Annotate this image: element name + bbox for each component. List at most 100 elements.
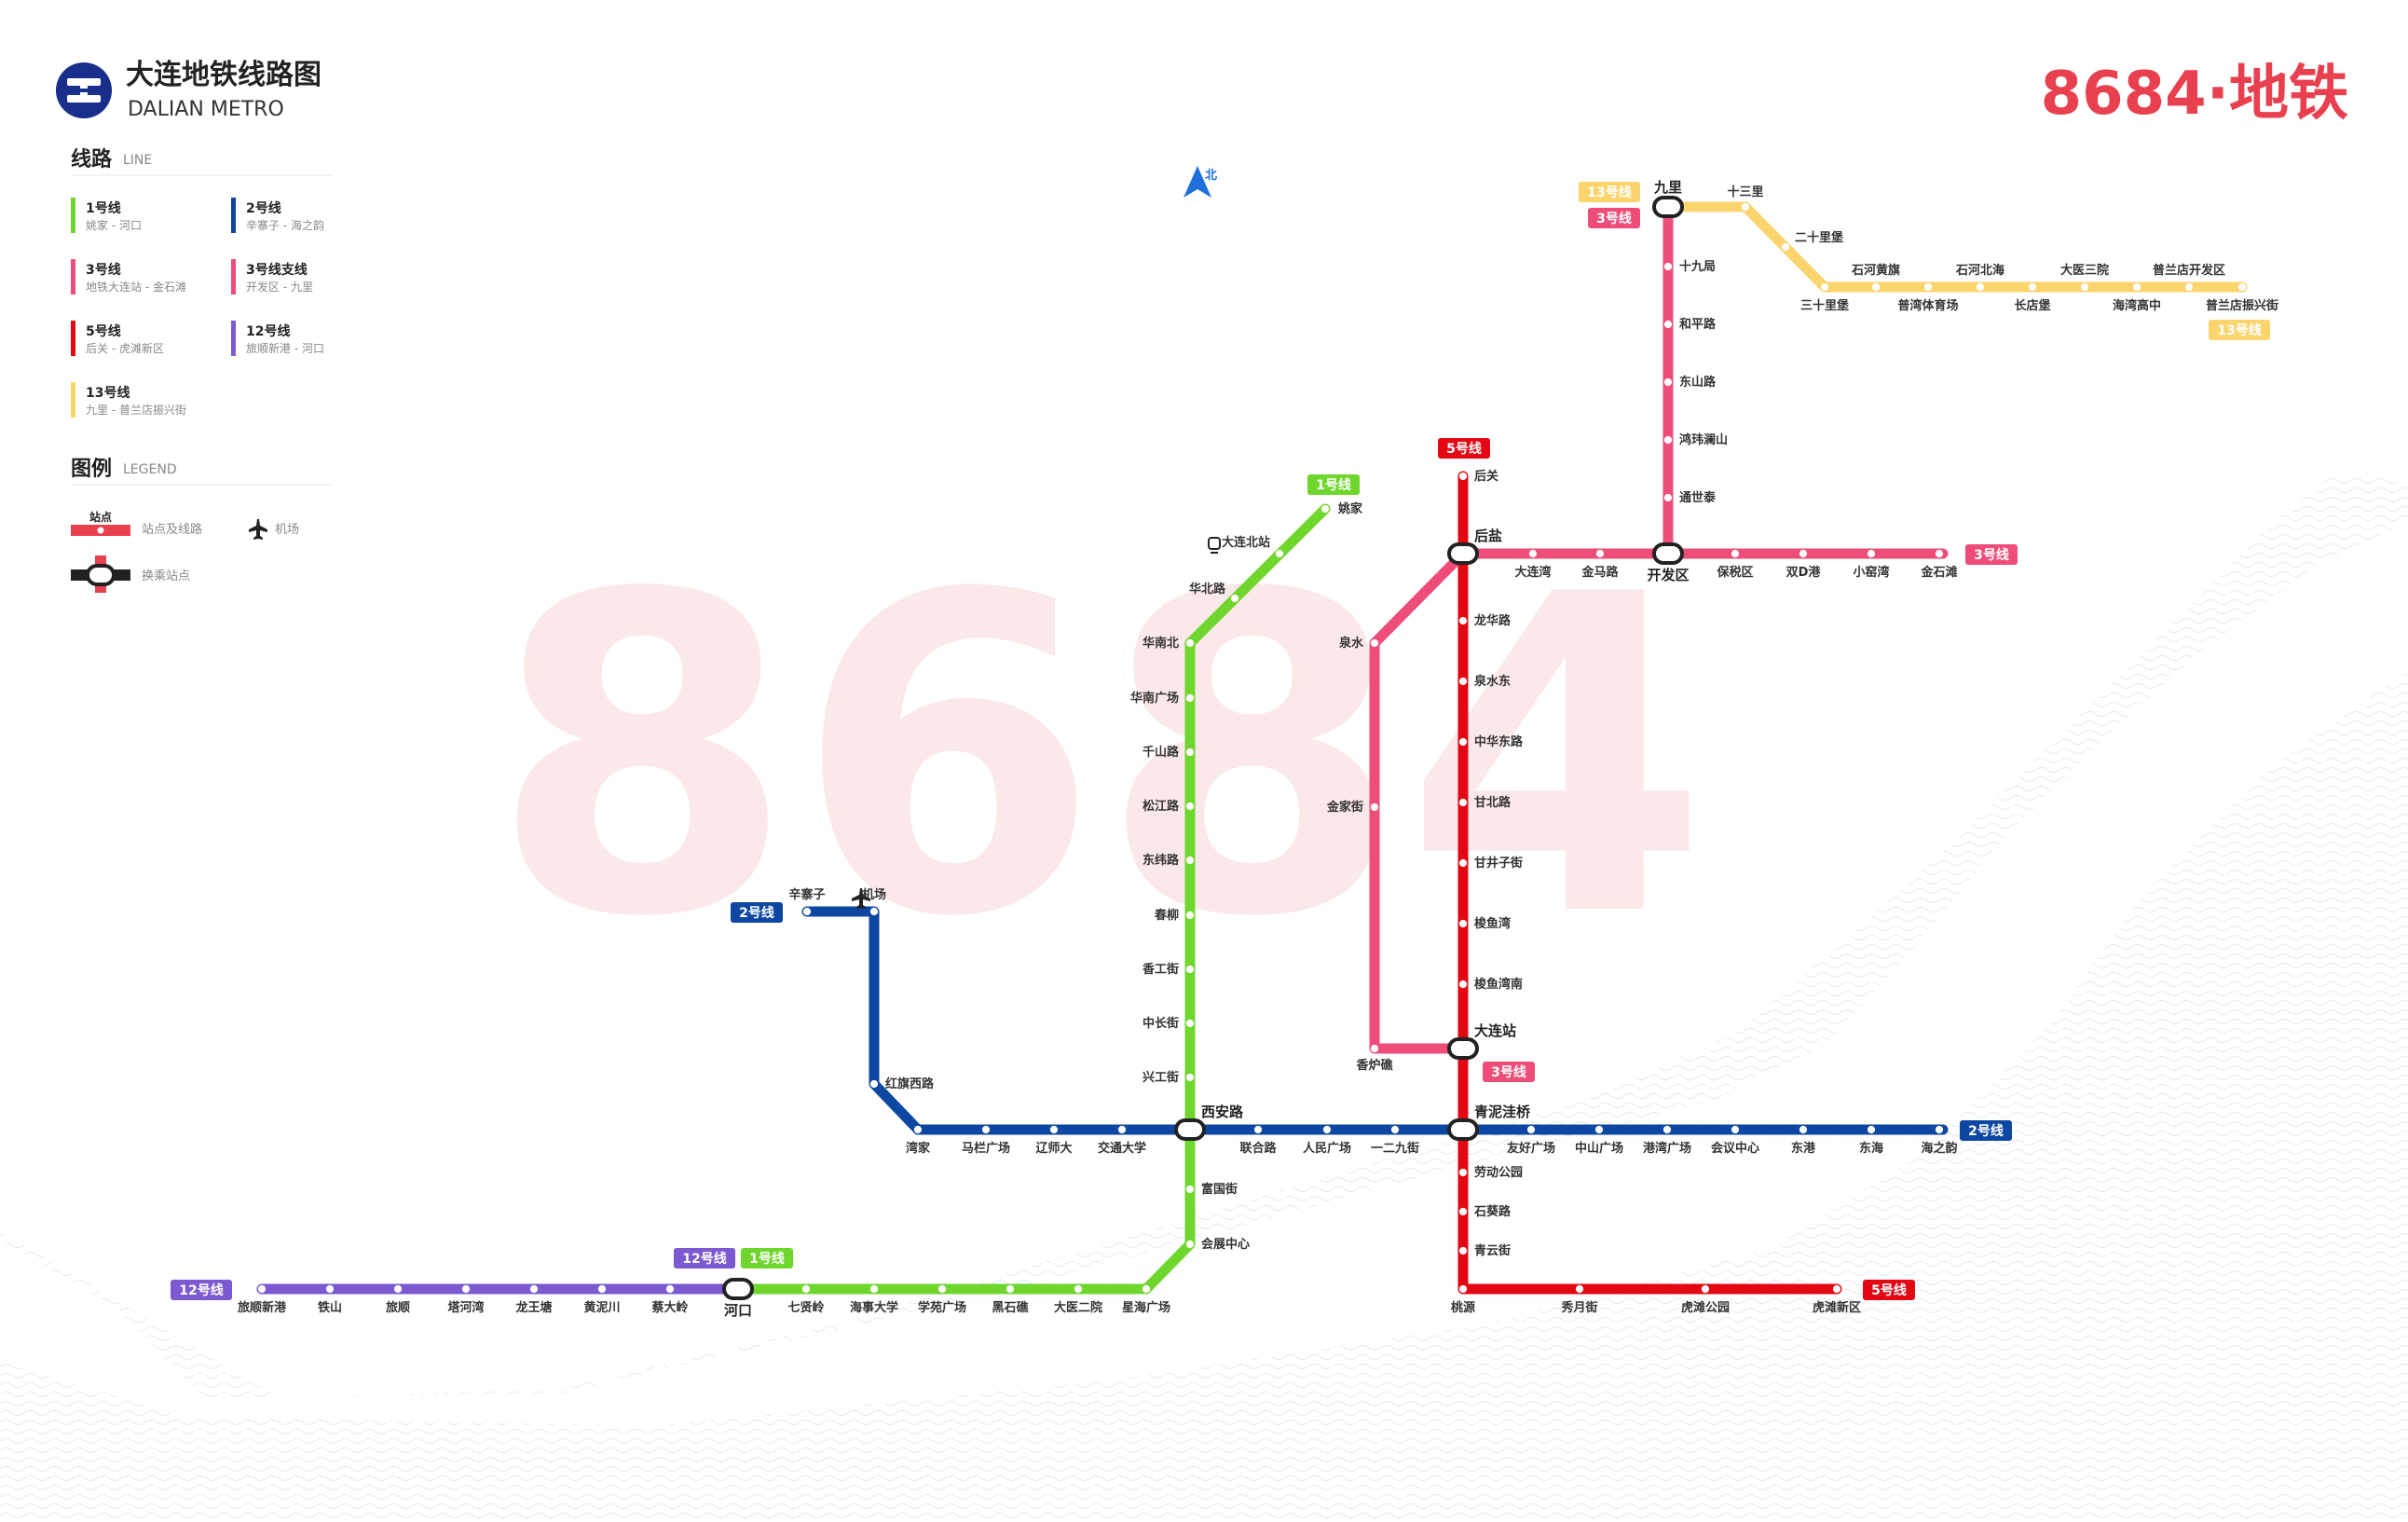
station-dot[interactable] [1184, 692, 1196, 704]
station-dot[interactable] [1819, 281, 1830, 293]
station-dot[interactable] [800, 1283, 812, 1295]
station-dot[interactable] [1320, 503, 1331, 514]
station-dot[interactable] [1934, 548, 1945, 559]
station-dot[interactable] [1574, 1283, 1585, 1295]
station-dot[interactable] [392, 1283, 404, 1295]
station-dot[interactable] [1662, 377, 1674, 388]
station-dot[interactable] [980, 1124, 992, 1135]
station-dot[interactable] [1457, 1167, 1469, 1178]
station-dot[interactable] [1934, 1124, 1945, 1135]
transfer-station[interactable] [1652, 542, 1684, 565]
transfer-station[interactable] [1174, 1118, 1206, 1141]
station-dot[interactable] [1184, 801, 1196, 812]
station-dot[interactable] [1798, 1124, 1809, 1135]
station-dot[interactable] [1457, 918, 1469, 929]
station-dot[interactable] [460, 1283, 472, 1295]
station-dot[interactable] [1005, 1283, 1016, 1295]
station-dot[interactable] [1740, 201, 1751, 213]
station-dot[interactable] [801, 906, 813, 917]
station-dot[interactable] [1457, 1206, 1469, 1217]
station-dot[interactable] [1274, 548, 1285, 559]
station-dot[interactable] [1184, 910, 1196, 921]
transfer-station[interactable] [1447, 542, 1479, 565]
station-dot[interactable] [1798, 548, 1809, 559]
transfer-station[interactable] [1447, 1037, 1479, 1060]
transfer-station[interactable] [1652, 196, 1684, 218]
station-dot[interactable] [1184, 1239, 1196, 1250]
station-dot[interactable] [1252, 1124, 1264, 1135]
station-dot[interactable] [1700, 1283, 1711, 1295]
station-dot[interactable] [2131, 281, 2142, 293]
station-dot[interactable] [1526, 1124, 1537, 1135]
station-dot[interactable] [937, 1283, 948, 1295]
station-dot[interactable] [1457, 1283, 1469, 1295]
station-dot[interactable] [1389, 1124, 1401, 1135]
station-dot[interactable] [912, 1124, 924, 1135]
station-dot[interactable] [869, 906, 880, 917]
station-dot[interactable] [1457, 471, 1469, 482]
station-dot[interactable] [1184, 1184, 1196, 1195]
station-dot[interactable] [664, 1283, 676, 1295]
station-dot[interactable] [869, 1078, 880, 1090]
line-badge-5[interactable]: 5号线 [1438, 438, 1490, 459]
station-dot[interactable] [1457, 857, 1469, 869]
line-badge-12[interactable]: 12号线 [674, 1248, 735, 1268]
station-dot[interactable] [2237, 281, 2248, 293]
station-dot[interactable] [869, 1283, 880, 1295]
line-badge-3[interactable]: 3号线 [1965, 544, 2018, 565]
station-dot[interactable] [1048, 1124, 1060, 1135]
line-badge-3[interactable]: 3号线 [1588, 208, 1640, 228]
station-dot[interactable] [2027, 281, 2038, 293]
station-dot[interactable] [324, 1283, 335, 1295]
station-dot[interactable] [1662, 492, 1674, 503]
station-dot[interactable] [1922, 281, 1934, 293]
station-dot[interactable] [1457, 615, 1469, 626]
station-dot[interactable] [1229, 593, 1240, 604]
station-dot[interactable] [1594, 1124, 1605, 1135]
station-dot[interactable] [1457, 676, 1469, 687]
station-dot[interactable] [1369, 1043, 1380, 1054]
station-dot[interactable] [1457, 736, 1469, 747]
line-badge-12[interactable]: 12号线 [171, 1280, 232, 1300]
station-dot[interactable] [1184, 747, 1196, 758]
station-dot[interactable] [1457, 979, 1469, 990]
station-dot[interactable] [1975, 281, 1986, 293]
station-dot[interactable] [1831, 1283, 1842, 1295]
station-dot[interactable] [596, 1283, 608, 1295]
station-dot[interactable] [1662, 261, 1674, 272]
transfer-station[interactable] [722, 1278, 754, 1300]
line-badge-13[interactable]: 13号线 [2209, 320, 2270, 340]
station-dot[interactable] [1184, 638, 1196, 649]
station-dot[interactable] [1141, 1283, 1152, 1295]
station-dot[interactable] [1870, 281, 1881, 293]
transfer-station[interactable] [1447, 1118, 1479, 1141]
station-dot[interactable] [1457, 797, 1469, 808]
station-dot[interactable] [1730, 1124, 1741, 1135]
line-badge-5[interactable]: 5号线 [1863, 1280, 1915, 1300]
station-dot[interactable] [1184, 855, 1196, 866]
station-dot[interactable] [1369, 638, 1380, 649]
station-dot[interactable] [1527, 548, 1539, 559]
station-dot[interactable] [256, 1283, 267, 1295]
station-dot[interactable] [1369, 802, 1380, 813]
station-dot[interactable] [1594, 548, 1606, 559]
station-dot[interactable] [1321, 1124, 1333, 1135]
line-badge-1[interactable]: 1号线 [1307, 474, 1360, 495]
line-badge-1[interactable]: 1号线 [741, 1248, 793, 1268]
station-dot[interactable] [1457, 1245, 1469, 1256]
station-dot[interactable] [1662, 1124, 1673, 1135]
station-dot[interactable] [1662, 319, 1674, 330]
station-dot[interactable] [1073, 1283, 1084, 1295]
line-badge-13[interactable]: 13号线 [1579, 182, 1640, 202]
station-dot[interactable] [2183, 281, 2195, 293]
station-dot[interactable] [1866, 1124, 1877, 1135]
station-dot[interactable] [1730, 548, 1741, 559]
line-badge-2[interactable]: 2号线 [1960, 1120, 2012, 1141]
